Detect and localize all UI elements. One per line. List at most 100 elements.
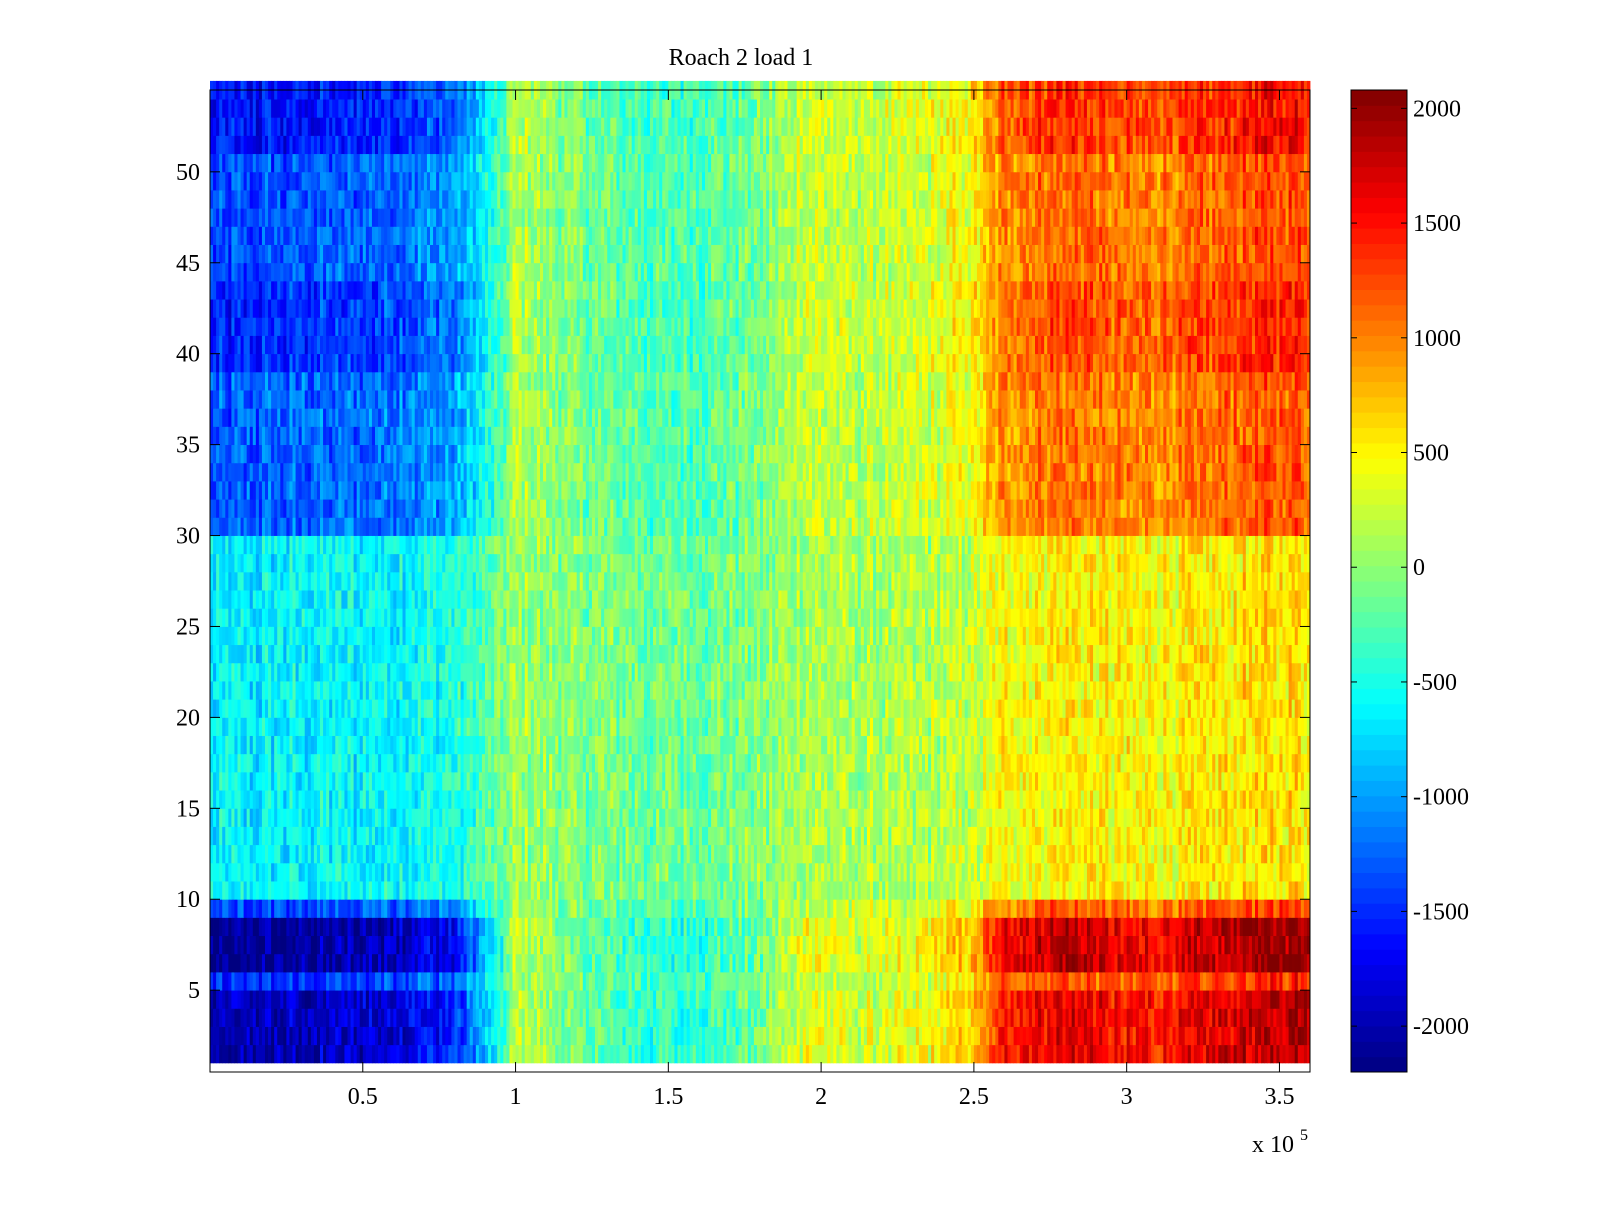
heatmap-cell <box>695 899 700 918</box>
heatmap-cell <box>521 844 526 864</box>
heatmap-cell <box>1282 899 1286 918</box>
heatmap-cell <box>650 826 654 846</box>
heatmap-cell <box>726 808 730 827</box>
heatmap-cell <box>488 1008 492 1027</box>
heatmap-cell <box>934 844 938 864</box>
heatmap-cell <box>1019 1026 1024 1046</box>
heatmap-cell <box>1148 1044 1152 1064</box>
heatmap-cell <box>216 953 220 973</box>
heatmap-cell <box>656 1008 660 1027</box>
heatmap-cell <box>747 935 752 955</box>
heatmap-cell <box>1096 808 1100 827</box>
heatmap-cell <box>555 862 559 882</box>
heatmap-cell <box>1224 899 1228 918</box>
heatmap-cell <box>1163 990 1167 1009</box>
heatmap-cell <box>237 844 241 864</box>
heatmap-cell <box>564 1026 568 1046</box>
heatmap-cell <box>485 899 489 918</box>
heatmap-cell <box>1074 862 1079 882</box>
heatmap-cell <box>1105 881 1109 900</box>
heatmap-cell <box>375 808 379 827</box>
heatmap-cell <box>940 899 944 918</box>
heatmap-cell <box>784 881 788 900</box>
heatmap-cell <box>313 971 318 991</box>
heatmap-cell <box>1251 844 1256 864</box>
heatmap-cell <box>766 862 770 882</box>
heatmap-cell <box>283 826 287 846</box>
heatmap-cell <box>955 1008 960 1027</box>
heatmap-cell <box>576 808 581 827</box>
heatmap-cell <box>891 1026 895 1046</box>
heatmap-cell <box>851 953 856 973</box>
heatmap-cell <box>1221 881 1225 900</box>
heatmap-cell <box>604 953 608 973</box>
heatmap-cell <box>558 862 562 882</box>
heatmap-cell <box>335 917 339 937</box>
heatmap-cell <box>1264 899 1268 918</box>
heatmap-cell <box>1242 862 1247 882</box>
heatmap-cell <box>766 899 770 918</box>
heatmap-cell <box>533 899 538 918</box>
heatmap-cell <box>708 899 712 918</box>
heatmap-cell <box>601 881 605 900</box>
heatmap-cell <box>656 990 660 1009</box>
heatmap-cell <box>1105 826 1109 846</box>
heatmap-cell <box>891 899 895 918</box>
heatmap-cell <box>634 990 639 1009</box>
heatmap-cell <box>527 862 532 882</box>
heatmap-cell <box>1053 971 1057 991</box>
heatmap-cell <box>1013 826 1018 846</box>
heatmap-cell <box>210 971 214 991</box>
heatmap-cell <box>268 899 272 918</box>
heatmap-cell <box>512 808 516 827</box>
heatmap-cell <box>570 881 575 900</box>
heatmap-cell <box>891 844 895 864</box>
heatmap-cell <box>619 899 623 918</box>
heatmap-cell <box>619 844 623 864</box>
heatmap-cell <box>237 917 241 937</box>
heatmap-cell <box>1074 935 1079 955</box>
heatmap-cell <box>781 990 785 1009</box>
heatmap-cell <box>1255 953 1259 973</box>
heatmap-cell <box>656 1044 660 1064</box>
heatmap-cell <box>717 953 721 973</box>
heatmap-cell <box>246 971 251 991</box>
heatmap-cell <box>827 826 831 846</box>
heatmap-cell <box>1077 990 1082 1009</box>
heatmap-cell <box>228 935 232 955</box>
heatmap-cell <box>1071 808 1076 827</box>
heatmap-cell <box>533 953 538 973</box>
heatmap-cell <box>1282 917 1286 937</box>
heatmap-cell <box>439 935 443 955</box>
heatmap-cell <box>271 862 275 882</box>
heatmap-cell <box>261 935 266 955</box>
heatmap-cell <box>231 971 235 991</box>
heatmap-cell <box>1178 935 1183 955</box>
heatmap-cell <box>390 1026 394 1046</box>
heatmap-cell <box>585 971 590 991</box>
heatmap-cell <box>976 917 981 937</box>
heatmap-cell <box>567 971 571 991</box>
heatmap-cell <box>491 917 495 937</box>
heatmap-cell <box>863 1026 868 1046</box>
heatmap-cell <box>1251 1044 1256 1064</box>
heatmap-cell <box>393 862 397 882</box>
heatmap-cell <box>842 1044 846 1064</box>
heatmap-cell <box>216 917 220 937</box>
heatmap-cell <box>830 917 834 937</box>
heatmap-cell <box>454 1026 458 1046</box>
heatmap-cell <box>958 881 963 900</box>
heatmap-cell <box>616 917 620 937</box>
heatmap-cell <box>433 1008 437 1027</box>
heatmap-cell <box>799 990 804 1009</box>
heatmap-cell <box>497 990 501 1009</box>
heatmap-cell <box>1255 1026 1259 1046</box>
heatmap-cell <box>796 862 801 882</box>
heatmap-cell <box>625 990 630 1009</box>
heatmap-cell <box>738 1026 743 1046</box>
heatmap-cell <box>1251 826 1256 846</box>
heatmap-cell <box>1010 1044 1015 1064</box>
heatmap-cell <box>646 1026 651 1046</box>
heatmap-cell <box>585 826 590 846</box>
heatmap-cell <box>1080 899 1085 918</box>
